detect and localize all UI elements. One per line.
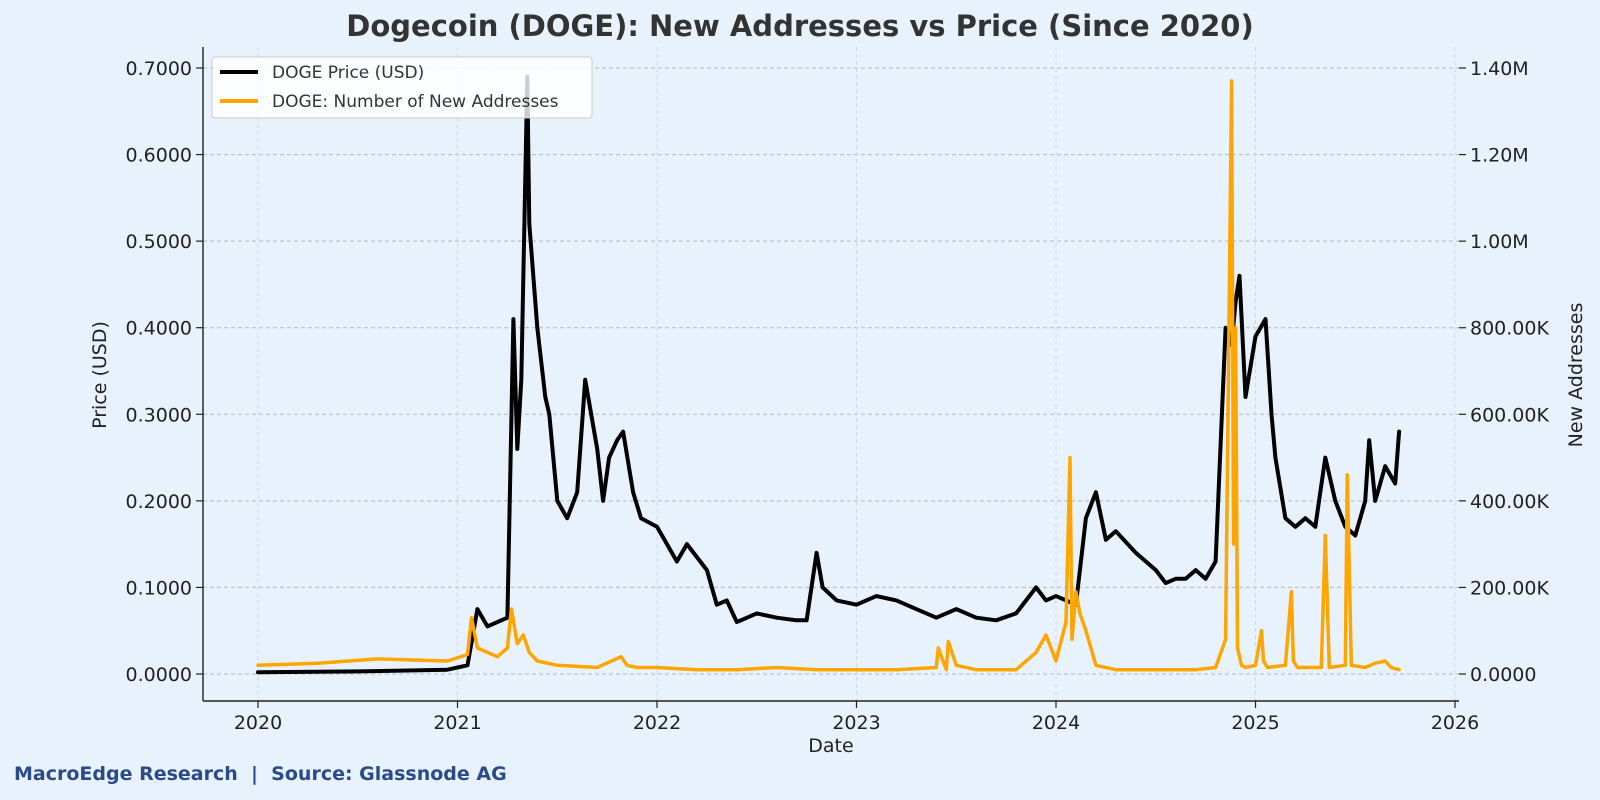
series-line-price (256, 74, 1402, 675)
x-tick-label: 2022 (633, 712, 681, 734)
y-tick-label-left: 0.0000 (126, 664, 192, 686)
legend-label-price: DOGE Price (USD) (272, 63, 424, 83)
y-tick-label-right: 200.00K (1470, 577, 1549, 599)
y-tick-label-right: 400.00K (1470, 491, 1549, 513)
y-tick-label-right: 800.00K (1470, 318, 1549, 340)
y-tick-label-left: 0.5000 (126, 231, 192, 253)
series-lines (256, 74, 1402, 675)
axes (196, 47, 1466, 708)
y-tick-label-right: 600.00K (1470, 404, 1549, 426)
series-line-new-addresses (256, 79, 1401, 672)
tick-labels: 0.0000 0.1000 0.2000 0.3000 0.4000 0.5000 0.60… (126, 58, 1550, 734)
x-axis-label: Date (808, 735, 853, 757)
y-tick-label-left: 0.4000 (126, 318, 192, 340)
x-tick-label: 2025 (1231, 712, 1279, 734)
x-tick-label: 2023 (832, 712, 880, 734)
y-tick-label-left: 0.2000 (126, 491, 192, 513)
footer-source: MacroEdge Research | Source: Glassnode A… (14, 763, 507, 785)
y-axis-label-right: New Addresses (1565, 303, 1587, 448)
x-tick-label: 2024 (1032, 712, 1080, 734)
chart-title: Dogecoin (DOGE): New Addresses vs Price … (346, 9, 1253, 43)
y-tick-label-left: 0.7000 (126, 58, 192, 80)
legend-box (211, 56, 593, 119)
y-tick-label-right: 1.40M (1470, 58, 1529, 80)
y-tick-label-right: 0.0000 (1470, 664, 1536, 686)
y-tick-label-right: 1.20M (1470, 145, 1529, 167)
y-tick-label-right: 1.00M (1470, 231, 1529, 253)
y-tick-label-left: 0.6000 (126, 145, 192, 167)
legend-label-addresses: DOGE: Number of New Addresses (272, 92, 559, 112)
x-tick-label: 2020 (234, 712, 282, 734)
y-tick-label-left: 0.1000 (126, 577, 192, 599)
x-tick-label: 2021 (433, 712, 481, 734)
x-tick-label: 2026 (1431, 712, 1479, 734)
y-axis-label-left: Price (USD) (89, 321, 111, 429)
legend: DOGE Price (USD) DOGE: Number of New Add… (211, 56, 593, 119)
grid-lines (203, 47, 1459, 701)
y-tick-label-left: 0.3000 (126, 404, 192, 426)
